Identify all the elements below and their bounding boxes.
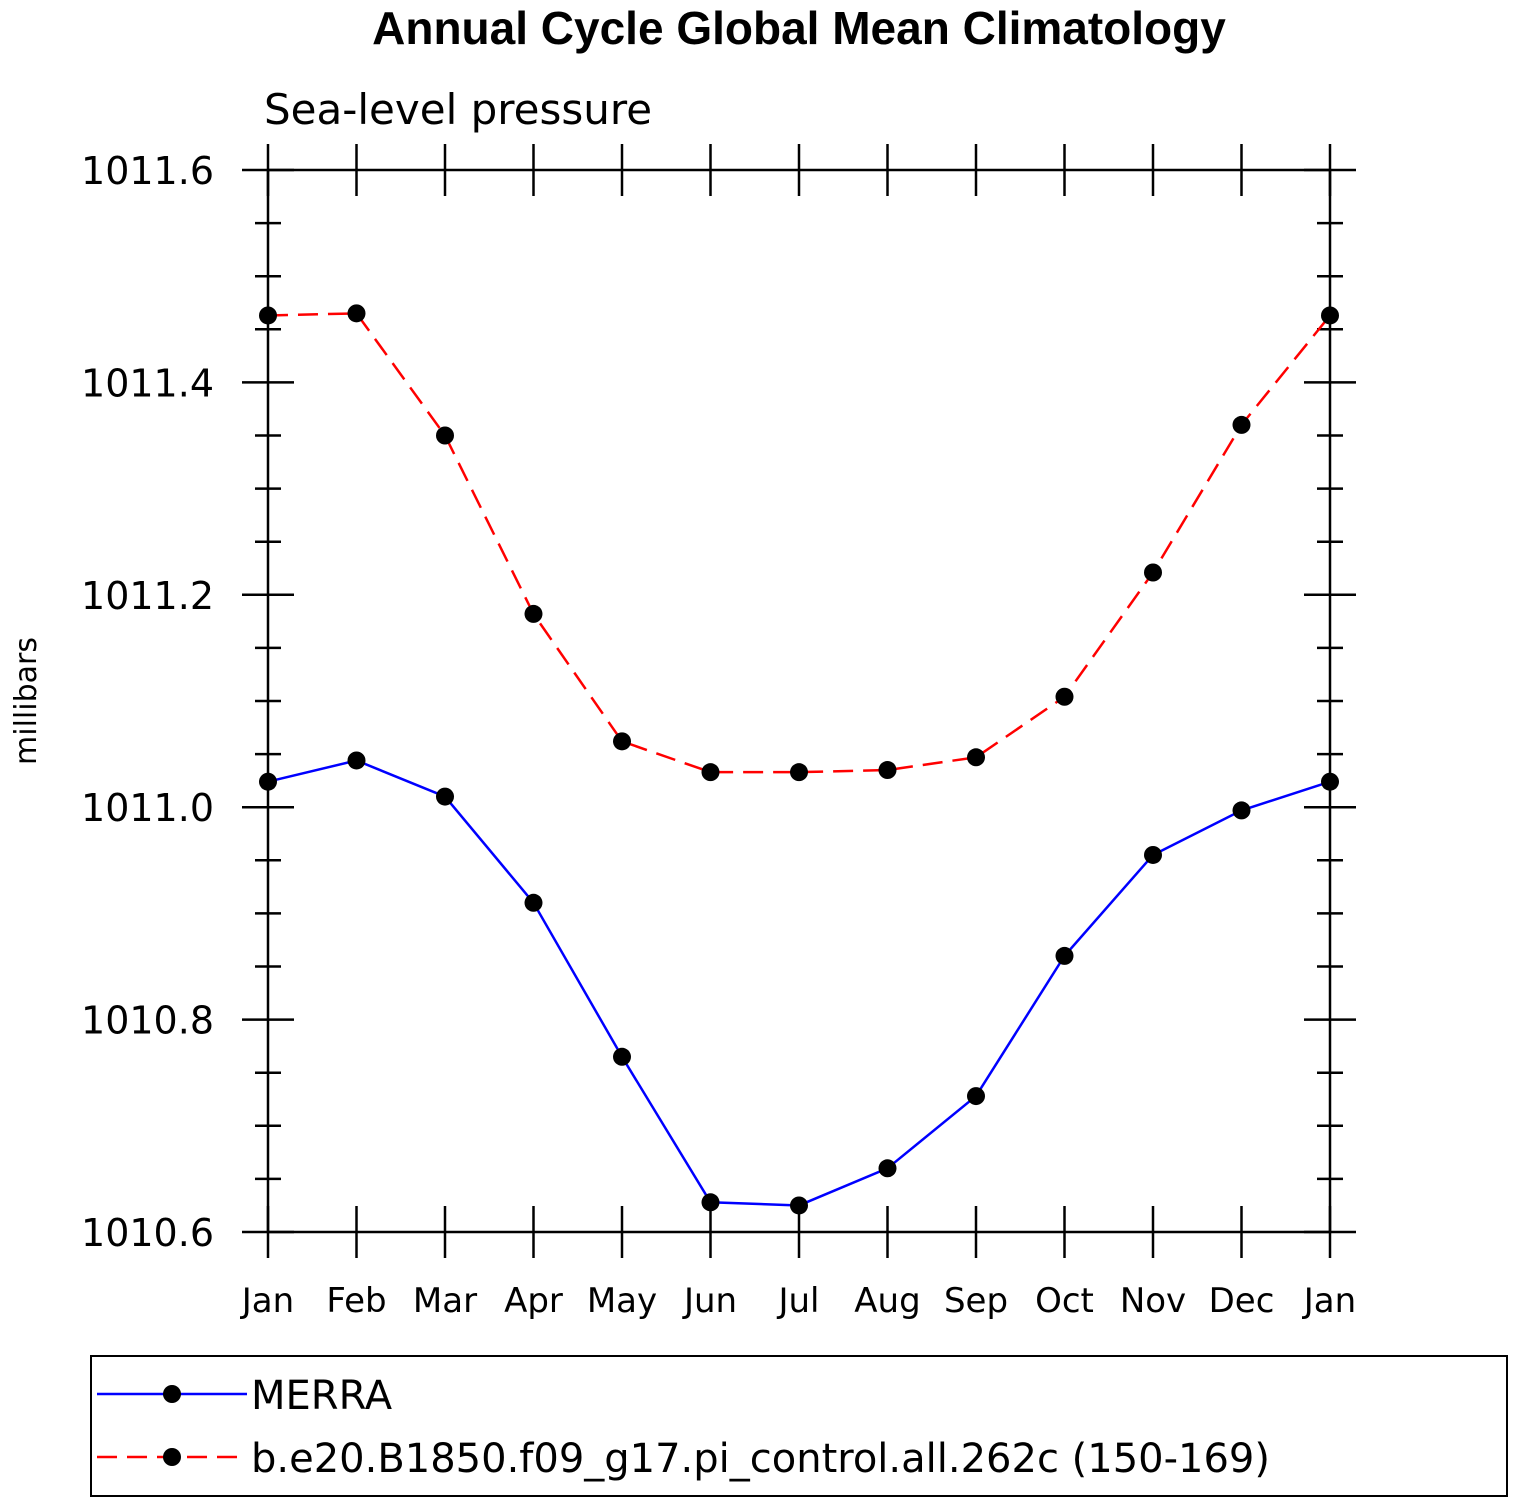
data-point: [436, 787, 454, 806]
x-tick-label: Nov: [1120, 1281, 1186, 1321]
series-line: [267, 759, 1331, 1207]
x-tick-label: Jul: [776, 1281, 819, 1321]
data-point: [1144, 563, 1162, 582]
x-tick-label: Mar: [413, 1281, 477, 1321]
data-point: [967, 1087, 985, 1106]
data-point: [436, 426, 454, 445]
data-point: [1055, 687, 1074, 706]
legend-box: [90, 1355, 1508, 1497]
data-point: [347, 751, 366, 770]
data-point: [967, 748, 985, 767]
series-line: [267, 312, 1331, 774]
data-point: [613, 732, 631, 751]
data-point: [1055, 946, 1074, 965]
chart-title: Annual Cycle Global Mean Climatology: [372, 2, 1226, 54]
x-tick-label: Sep: [944, 1281, 1008, 1321]
data-point: [347, 304, 366, 323]
y-tick-label: 1011.2: [81, 574, 214, 618]
data-point: [878, 761, 897, 780]
data-point: [790, 763, 808, 782]
series-layer: [259, 304, 1339, 1215]
legend-marker-model: [163, 1448, 181, 1466]
plot-frame: [266, 168, 1332, 1234]
data-point: [259, 306, 277, 325]
data-point: [1144, 845, 1162, 864]
y-tick-label: 1011.4: [81, 361, 214, 405]
y-tick-label: 1010.8: [81, 999, 214, 1043]
legend: MERRA b.e20.B1850.f09_g17.pi_control.all…: [90, 1355, 1508, 1497]
series-1: [259, 304, 1339, 782]
data-point: [701, 1193, 720, 1212]
y-axis-label: millibars: [9, 637, 44, 765]
x-tick-label: Aug: [854, 1281, 920, 1321]
y-tick-label: 1011.6: [81, 149, 214, 193]
data-point: [1321, 306, 1339, 325]
x-tick-labels: Jan Feb Mar Apr May Jun Jul Aug Sep Oct Nov Dec Jan: [240, 1281, 1356, 1321]
data-point: [259, 772, 277, 791]
data-point: [1232, 415, 1251, 434]
x-tick-label: Dec: [1209, 1281, 1275, 1321]
data-point: [878, 1159, 897, 1178]
series-0: [259, 751, 1339, 1215]
x-tick-label: Jan: [240, 1281, 294, 1321]
y-tick-label: 1011.0: [81, 786, 214, 830]
x-tick-label: Jun: [682, 1281, 737, 1321]
chart-subtitle: Sea-level pressure: [264, 85, 652, 134]
x-tick-label: Feb: [326, 1281, 386, 1321]
x-tick-label: Apr: [504, 1281, 563, 1321]
data-point: [613, 1047, 631, 1066]
y-tick-labels: 1010.6 1010.8 1011.0 1011.2 1011.4 1011.6: [81, 149, 214, 1255]
legend-marker-merra: [163, 1385, 181, 1403]
legend-label-model: b.e20.B1850.f09_g17.pi_control.all.262c …: [251, 1436, 1270, 1482]
data-point: [524, 604, 543, 623]
data-point: [790, 1196, 808, 1215]
x-tick-label: Jan: [1302, 1281, 1356, 1321]
x-tick-label: Oct: [1035, 1281, 1094, 1321]
data-point: [1321, 772, 1339, 791]
y-tick-label: 1010.6: [81, 1211, 214, 1255]
data-point: [701, 763, 720, 782]
x-tick-label: May: [587, 1281, 657, 1321]
legend-label-merra: MERRA: [251, 1373, 393, 1419]
data-point: [524, 893, 543, 912]
plot-axes: [242, 144, 1356, 1258]
data-point: [1232, 801, 1251, 820]
